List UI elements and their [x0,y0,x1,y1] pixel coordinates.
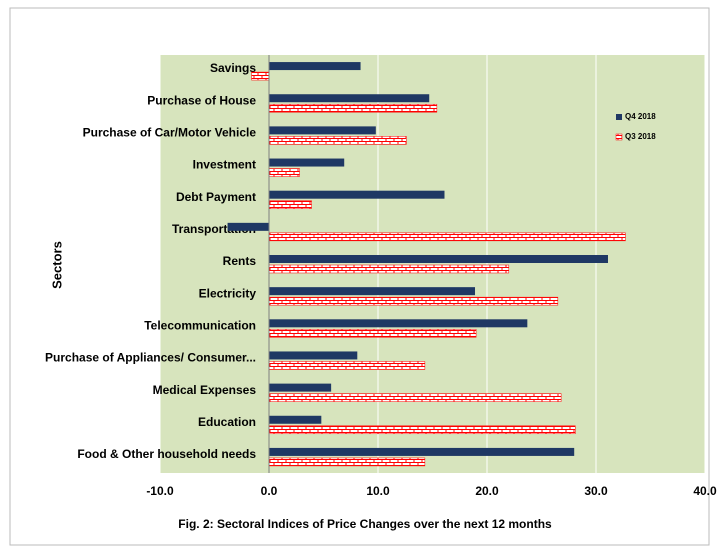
x-tick-label: 20.0 [475,484,499,498]
x-tick-label: 10.0 [366,484,390,498]
bar [269,62,361,71]
legend-swatch [616,114,622,120]
y-tick-label: Education [198,415,256,429]
legend-swatch [615,133,623,141]
bar [269,126,376,135]
y-tick-label: Rents [223,254,257,268]
bar [268,136,407,145]
bar [269,287,476,296]
plot-area [160,55,705,473]
x-tick-label: -10.0 [146,484,174,498]
bar [268,393,562,402]
y-axis-label: Sectors [49,241,64,289]
chart-title: Fig. 2: Sectoral Indices of Price Change… [178,517,552,531]
bar [268,168,300,177]
bar [269,319,528,328]
y-tick-label: Savings [210,61,256,75]
bar [269,351,358,360]
bar [269,190,445,199]
x-tick-label: 30.0 [584,484,608,498]
bar [269,158,345,167]
bar [268,200,312,209]
x-tick-label: 0.0 [261,484,278,498]
bar [269,415,322,424]
bar [268,232,626,242]
bar [227,222,269,231]
y-tick-label: Purchase of Appliances/ Consumer... [45,351,256,365]
y-tick-label: Debt Payment [176,190,256,204]
bar [268,329,477,338]
y-tick-label: Food & Other household needs [77,447,256,461]
bar [269,447,575,456]
bar [268,457,426,467]
bar [251,71,270,81]
bar [268,425,576,435]
y-tick-label: Electricity [199,286,257,300]
y-tick-label: Telecommunication [144,318,256,332]
x-tick-label: 40.0 [693,484,717,498]
frame [9,7,710,546]
bar [268,361,426,370]
bar [268,264,510,274]
y-tick-label: Investment [193,158,256,172]
bar [268,103,438,113]
bar [269,94,430,103]
bar [268,296,559,306]
y-tick-label: Purchase of House [147,93,256,107]
bar [269,255,608,263]
y-tick-label: Purchase of Car/Motor Vehicle [83,126,257,140]
legend-label: Q3 2018 [625,132,656,141]
legend-label: Q4 2018 [625,112,656,121]
bar [269,383,332,392]
y-tick-label: Medical Expenses [153,383,257,397]
